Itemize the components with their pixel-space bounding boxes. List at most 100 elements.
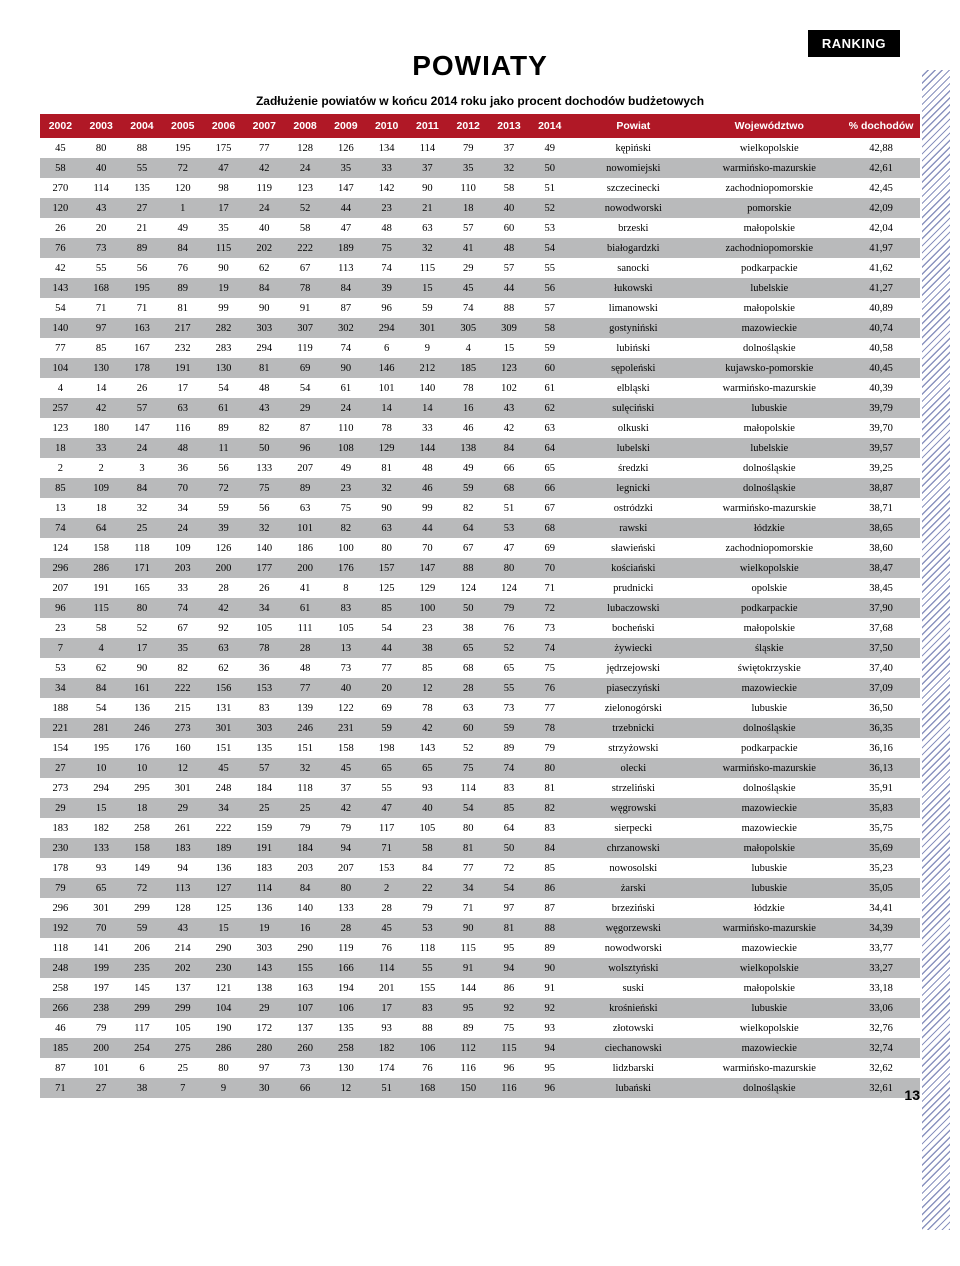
table-cell: 109 (162, 538, 203, 558)
table-cell: 44 (366, 638, 407, 658)
table-cell: 94 (529, 1038, 570, 1058)
table-cell: 59 (122, 918, 163, 938)
table-cell: 114 (448, 778, 489, 798)
table-cell: nowomiejski (570, 158, 696, 178)
table-cell: 81 (489, 918, 530, 938)
table-cell: 69 (529, 538, 570, 558)
table-cell: 92 (529, 998, 570, 1018)
table-cell: 65 (448, 638, 489, 658)
table-cell: 38,87 (842, 478, 920, 498)
table-cell: 85 (529, 858, 570, 878)
table-cell: 79 (325, 818, 366, 838)
table-cell: sanocki (570, 258, 696, 278)
table-cell: 26 (40, 218, 81, 238)
table-body: 45808819517577128126134114793749kępiński… (40, 138, 920, 1098)
table-cell: 140 (407, 378, 448, 398)
table-cell: 158 (81, 538, 122, 558)
table-cell: 222 (203, 818, 244, 838)
table-cell: 53 (489, 518, 530, 538)
table-cell: 172 (244, 1018, 285, 1038)
table-cell: 65 (81, 878, 122, 898)
table-cell: 35,69 (842, 838, 920, 858)
table-cell: 24 (285, 158, 326, 178)
table-cell: 75 (244, 478, 285, 498)
table-row: 46791171051901721371359388897593złotowsk… (40, 1018, 920, 1038)
table-cell: 160 (162, 738, 203, 758)
table-cell: 201 (366, 978, 407, 998)
table-cell: lubuskie (696, 998, 842, 1018)
table-cell: 35,23 (842, 858, 920, 878)
table-cell: 171 (122, 558, 163, 578)
table-cell: 150 (448, 1078, 489, 1098)
table-cell: 78 (529, 718, 570, 738)
table-cell: węgrowski (570, 798, 696, 818)
table-cell: 7 (162, 1078, 203, 1098)
table-cell: opolskie (696, 578, 842, 598)
table-cell: 6 (122, 1058, 163, 1078)
table-cell: 60 (489, 218, 530, 238)
table-subtitle: Zadłużenie powiatów w końcu 2014 roku ja… (40, 94, 920, 108)
table-cell: 42 (489, 418, 530, 438)
table-cell: 36,16 (842, 738, 920, 758)
table-cell: 42,61 (842, 158, 920, 178)
table-cell: zachodniopomorskie (696, 178, 842, 198)
table-cell: zachodniopomorskie (696, 238, 842, 258)
table-cell: 119 (285, 338, 326, 358)
table-cell: 48 (244, 378, 285, 398)
table-cell: 294 (244, 338, 285, 358)
table-cell: 33 (162, 578, 203, 598)
table-cell: 19 (244, 918, 285, 938)
table-cell: 9 (407, 338, 448, 358)
table-cell: 32 (285, 758, 326, 778)
table-cell: 29 (448, 258, 489, 278)
table-cell: 114 (244, 878, 285, 898)
table-cell: 129 (366, 438, 407, 458)
table-cell: lubiński (570, 338, 696, 358)
table-row: 54717181999091879659748857limanowskimało… (40, 298, 920, 318)
table-cell: mazowieckie (696, 938, 842, 958)
table-cell: 34 (162, 498, 203, 518)
table-cell: 180 (81, 418, 122, 438)
table-cell: łódzkie (696, 518, 842, 538)
table-cell: 6 (366, 338, 407, 358)
table-cell: 23 (366, 198, 407, 218)
table-cell: 88 (529, 918, 570, 938)
table-cell: 68 (529, 518, 570, 538)
table-cell: nowosolski (570, 858, 696, 878)
table-cell: 39 (203, 518, 244, 538)
table-cell: 78 (244, 638, 285, 658)
table-cell: nowodworski (570, 198, 696, 218)
table-cell: 80 (122, 598, 163, 618)
table-cell: 76 (162, 258, 203, 278)
table-cell: 118 (285, 778, 326, 798)
table-cell: 303 (244, 938, 285, 958)
table-cell: żarski (570, 878, 696, 898)
table-cell: 34,39 (842, 918, 920, 938)
table-cell: 175 (203, 138, 244, 158)
table-cell: 17 (366, 998, 407, 1018)
table-cell: 45 (366, 918, 407, 938)
table-cell: 39,57 (842, 438, 920, 458)
table-cell: 280 (244, 1038, 285, 1058)
table-cell: 166 (325, 958, 366, 978)
table-cell: 122 (325, 698, 366, 718)
table-cell: 109 (81, 478, 122, 498)
table-cell: 94 (162, 858, 203, 878)
table-row: 1241581181091261401861008070674769sławie… (40, 538, 920, 558)
table-row: 7785167232283294119746941559lubińskidoln… (40, 338, 920, 358)
col-header: 2011 (407, 114, 448, 138)
table-row: 1831822582612221597979117105806483sierpe… (40, 818, 920, 838)
table-cell: 28 (366, 898, 407, 918)
table-cell: 59 (448, 478, 489, 498)
table-cell: podkarpackie (696, 598, 842, 618)
table-cell: 37,40 (842, 658, 920, 678)
table-cell: 76 (529, 678, 570, 698)
table-cell: 100 (325, 538, 366, 558)
table-cell: 82 (162, 658, 203, 678)
table-cell: 63 (366, 518, 407, 538)
table-cell: 37 (407, 158, 448, 178)
table-cell: 32 (407, 238, 448, 258)
table-cell: 48 (489, 238, 530, 258)
table-cell: 206 (122, 938, 163, 958)
table-cell: 153 (366, 858, 407, 878)
